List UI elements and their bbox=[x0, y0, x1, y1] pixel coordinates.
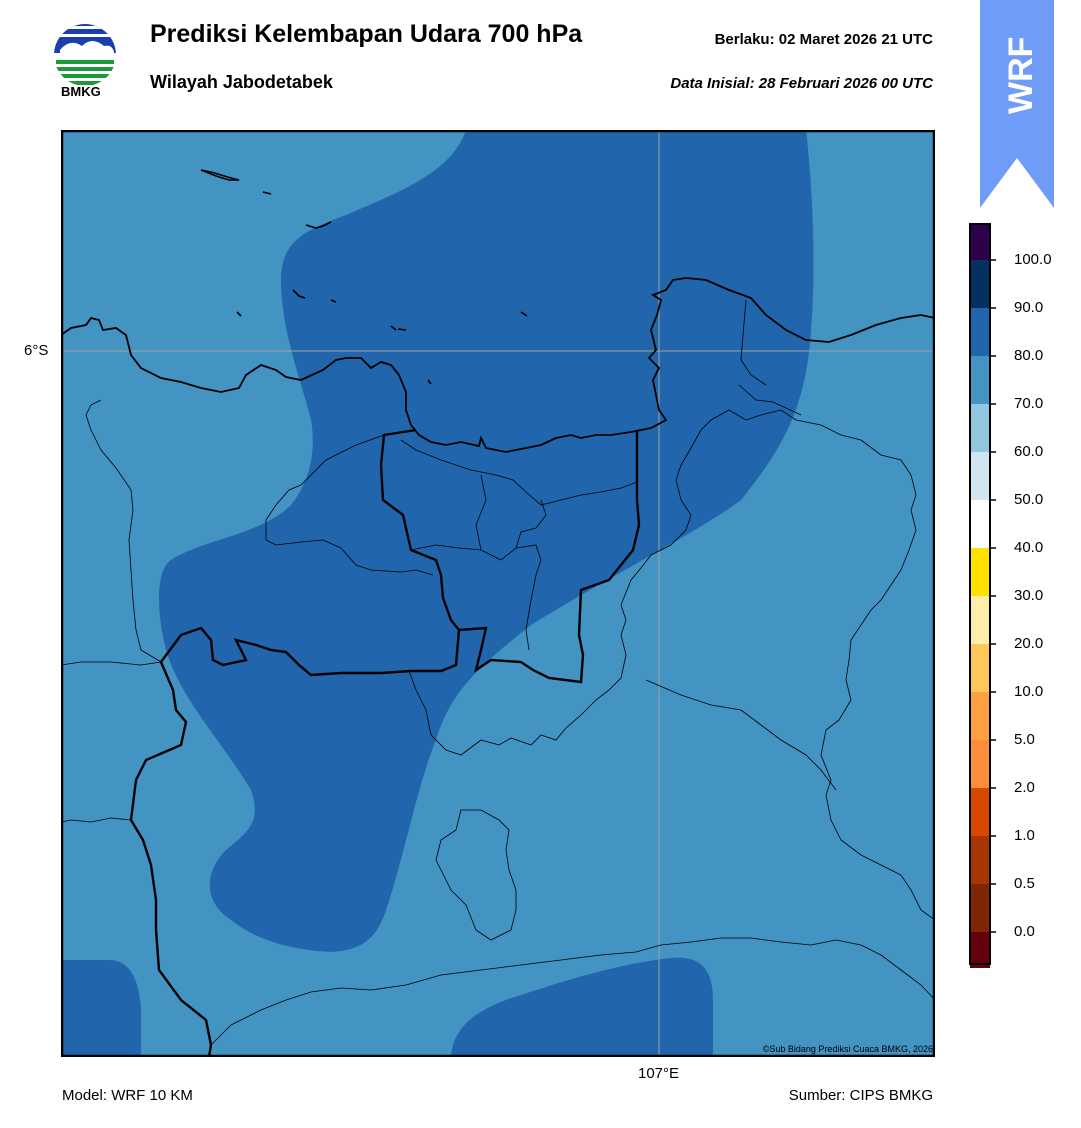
coastline bbox=[60, 277, 936, 453]
colorbar-frame bbox=[969, 223, 991, 965]
bmkg-logo: BMKG bbox=[52, 20, 118, 100]
source-label: Sumber: CIPS BMKG bbox=[788, 1087, 933, 1104]
colorbar-label: 70.0 bbox=[1014, 395, 1044, 412]
colorbar-label: 50.0 bbox=[1014, 491, 1044, 508]
colorbar-band bbox=[970, 224, 990, 260]
wrf-badge-text: WRF bbox=[1002, 37, 1040, 114]
colorbar-band bbox=[970, 932, 990, 980]
colorbar-band bbox=[970, 788, 990, 836]
colorbar-label: 10.0 bbox=[1014, 683, 1044, 700]
colorbar-band bbox=[970, 644, 990, 692]
colorbar-label: 80.0 bbox=[1014, 347, 1044, 364]
colorbar-band bbox=[970, 500, 990, 548]
colorbar-band bbox=[970, 692, 990, 740]
colorbar-band bbox=[970, 260, 990, 308]
colorbar-label: 5.0 bbox=[1014, 731, 1035, 748]
colorbar-label: 1.0 bbox=[1014, 827, 1035, 844]
colorbar-label: 0.0 bbox=[1014, 923, 1035, 940]
islands bbox=[200, 169, 528, 385]
colorbar-band bbox=[970, 548, 990, 596]
model-label: Model: WRF 10 KM bbox=[62, 1087, 193, 1104]
colorbar-band bbox=[970, 404, 990, 452]
latitude-label: 6°S bbox=[24, 342, 49, 359]
map-frame bbox=[60, 129, 936, 1058]
colorbar-band bbox=[970, 308, 990, 356]
colorbar-label: 30.0 bbox=[1014, 587, 1044, 604]
humidity-map: ©Sub Bidang Prediksi Cuaca BMKG, 2026 bbox=[60, 129, 936, 1058]
logo-text: BMKG bbox=[61, 84, 101, 99]
wrf-badge: WRF bbox=[980, 0, 1054, 210]
colorbar-label: 100.0 bbox=[1014, 251, 1052, 268]
colorbar-label: 20.0 bbox=[1014, 635, 1044, 652]
wrf-ribbon-icon: WRF bbox=[980, 0, 1054, 208]
province-boundary bbox=[129, 428, 641, 1058]
colorbar-band bbox=[970, 884, 990, 932]
humidity-80-90-band bbox=[159, 130, 814, 952]
valid-time: Berlaku: 02 Maret 2026 21 UTC bbox=[714, 31, 933, 48]
bmkg-logo-icon bbox=[54, 24, 116, 86]
longitude-label: 107°E bbox=[638, 1065, 680, 1082]
map-subtitle: Wilayah Jabodetabek bbox=[150, 72, 333, 92]
colorbar-band bbox=[970, 452, 990, 500]
colorbar-label: 0.5 bbox=[1014, 875, 1035, 892]
colorbar-band bbox=[970, 596, 990, 644]
map-canvas: ©Sub Bidang Prediksi Cuaca BMKG, 2026 bbox=[60, 129, 936, 1058]
colorbar-scale bbox=[969, 223, 996, 1076]
colorbar-label: 60.0 bbox=[1014, 443, 1044, 460]
colorbar-band bbox=[970, 836, 990, 884]
map-title: Prediksi Kelembapan Udara 700 hPa bbox=[150, 20, 583, 48]
colorbar-label: 40.0 bbox=[1014, 539, 1044, 556]
humidity-80-90-blob-s bbox=[451, 957, 713, 1057]
regency-boundaries bbox=[60, 299, 936, 1046]
colorbar-band bbox=[970, 740, 990, 788]
colorbar-band bbox=[970, 356, 990, 404]
map-credit: ©Sub Bidang Prediksi Cuaca BMKG, 2026 bbox=[763, 1044, 933, 1054]
colorbar-label: 2.0 bbox=[1014, 779, 1035, 796]
colorbar-label: 90.0 bbox=[1014, 299, 1044, 316]
initial-time: Data Inisial: 28 Februari 2026 00 UTC bbox=[670, 75, 933, 92]
humidity-80-90-blob-sw bbox=[61, 960, 141, 1057]
